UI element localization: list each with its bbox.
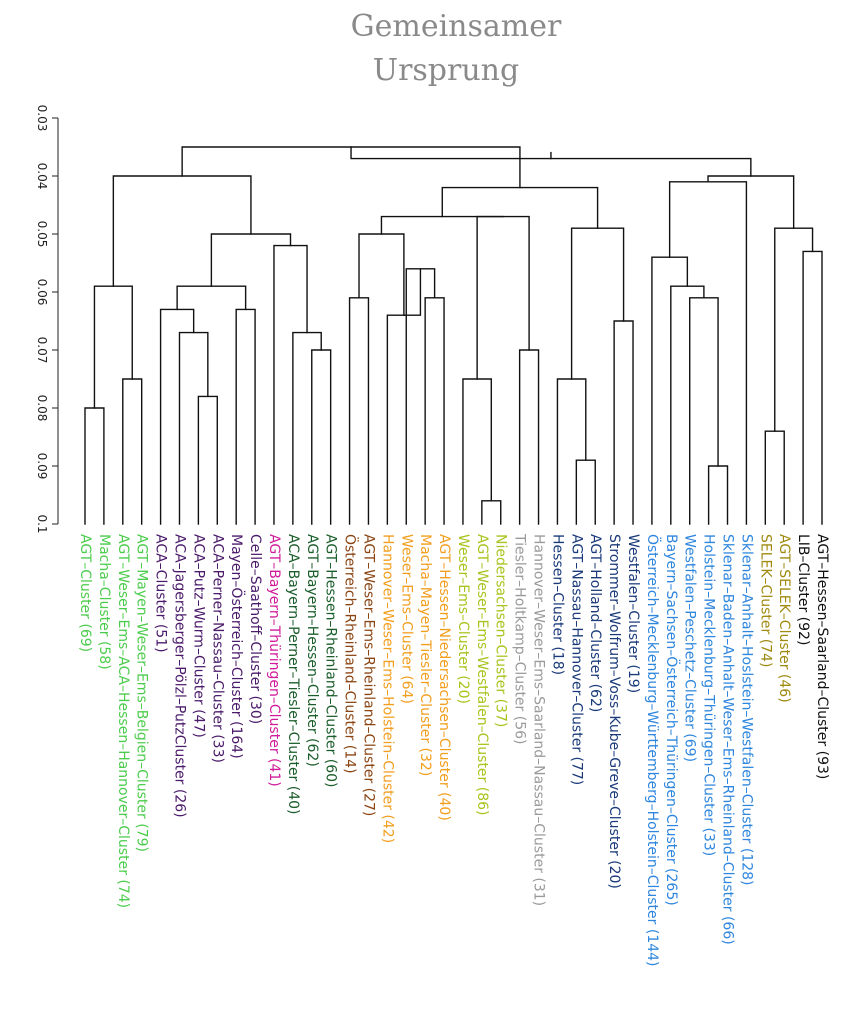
dendrogram-branch — [210, 233, 292, 287]
y-tick-label: 0.08 — [35, 395, 49, 422]
leaf-label: AGT–SELEK–Cluster (46) — [776, 534, 792, 703]
y-tick-label: 0.1 — [35, 514, 49, 533]
leaf-label: LIB–Cluster (92) — [795, 534, 811, 645]
dendrogram-branch — [159, 308, 195, 525]
dendrogram-branch — [462, 378, 492, 525]
dendrogram-branch — [176, 285, 247, 311]
leaf-label: Hannover–Weser–Ems–Holstein–Cluster (42) — [379, 534, 395, 843]
leaf-labels: AGT–Cluster (69) Macha–Cluster (58) AGT–We… — [77, 533, 830, 967]
dendrogram-branch — [670, 285, 705, 525]
leaf-label: Hannover–Weser–Ems–Saarland–Nassau–Clust… — [531, 534, 547, 906]
dendrogram-branch — [311, 349, 332, 525]
dendrogram-branch — [764, 430, 785, 525]
dendrogram-branch — [651, 256, 689, 525]
dendrogram-branch — [575, 459, 596, 525]
dendrogram-branch — [570, 227, 625, 380]
dendrogram-branch — [424, 297, 445, 525]
dendrogram-branch — [481, 500, 502, 525]
leaf-label: Strommer–Wolfrum–Voss–Kube–Greve–Cluster… — [606, 534, 622, 889]
leaf-label: Holstein–Mecklenburg–Thüringen–Cluster (… — [701, 534, 717, 856]
dendrogram-branch — [348, 297, 370, 525]
leaf-label: Westfalen–Peschetz–Cluster (69) — [682, 534, 698, 762]
leaf-label: Weser–Ems–Cluster (64) — [398, 534, 414, 704]
leaf-label: ACA–Jagersberger–Pölzl–PutzCluster (26) — [171, 534, 187, 818]
dendrogram-branch — [802, 250, 823, 525]
leaf-label: Macha–Cluster (58) — [96, 534, 112, 670]
dendrogram-branch — [273, 244, 308, 525]
leaf-label: Celle–Saathoff–Cluster (30) — [247, 534, 263, 724]
dendrogram-branch — [774, 227, 814, 432]
leaf-label: AGT–Hessen–Niedersachsen–Cluster (40) — [436, 534, 452, 821]
leaf-label: AGT–Weser–Ems–Rheinland–Cluster (27) — [360, 534, 376, 816]
leaf-label: ACA–Putz–Wurm–Cluster (47) — [190, 534, 206, 738]
dendrogram-branch — [689, 297, 719, 525]
leaf-label: AGT–Weser–Ems–Westfalen–Cluster (86) — [474, 534, 490, 816]
dendrogram-branch — [476, 215, 530, 380]
dendrogram-branches — [84, 146, 823, 525]
dendrogram-branch — [518, 349, 540, 525]
leaf-label: Hessen–Cluster (18) — [549, 534, 565, 675]
y-tick-label: 0.03 — [35, 105, 49, 132]
y-tick-label: 0.04 — [35, 163, 49, 190]
dendrogram-branch — [122, 378, 143, 525]
dendrogram-branch — [84, 407, 105, 525]
leaf-label: AGT–Weser–Ems–ACA–Hessen–Hannover–Cluste… — [115, 534, 131, 908]
leaf-label: Sklenar–Baden–Anhalt–Weser–Ems–Rheinland… — [720, 534, 736, 945]
dendrogram-branch — [707, 175, 795, 229]
dendrogram-branch — [707, 465, 729, 525]
leaf-label: AGT–Nassau–Hannover–Cluster (77) — [568, 534, 584, 785]
dendrogram-branch — [380, 215, 504, 235]
leaf-label: AGT–Mayen–Weser–Ems–Belgien–Cluster (79) — [134, 534, 150, 852]
dendrogram-branch — [613, 320, 634, 525]
leaf-label: Weser–Ems–Cluster (20) — [455, 534, 471, 704]
y-axis: 0.03 0.04 0.05 0.06 0.07 0.08 0.09 0.1 — [35, 105, 59, 534]
dendrogram-branch — [93, 285, 133, 409]
leaf-label: AGT–Hessen–Rheinland–Cluster (60) — [323, 534, 339, 788]
leaf-label: Macha–Mayen–Tiesler–Cluster (32) — [417, 534, 433, 776]
leaf-label: Westfalen–Cluster (19) — [625, 534, 641, 693]
leaf-label: Österreich–Rheinland–Cluster (14) — [342, 534, 360, 774]
leaf-label: SELEK–Cluster (74) — [757, 534, 773, 667]
leaf-label: ACA–Perner–Nassau–Cluster (33) — [209, 534, 225, 763]
dendrogram-branch — [197, 395, 218, 525]
dendrogram-branch — [441, 186, 599, 229]
chart-title-line-1: Gemeinsamer — [351, 9, 562, 44]
leaf-label: Österreich–Mecklenburg–Württemberg–Holst… — [644, 534, 662, 967]
leaf-label: Tiesler–Holtkamp–Cluster (56) — [512, 533, 528, 745]
dendrogram-branch — [292, 331, 322, 525]
leaf-label: Niedersachsen–Cluster (37) — [493, 534, 509, 727]
dendrogram-branch — [178, 331, 209, 525]
leaf-label: AGT–Bayern–Thüringen–Cluster (41) — [266, 534, 282, 787]
leaf-label: AGT–Holland–Cluster (62) — [587, 534, 603, 712]
dendrogram-branch — [358, 233, 405, 316]
y-tick-label: 0.07 — [35, 337, 49, 364]
leaf-label: ACA–Bayern–Perner–Tiesler–Cluster (40) — [285, 534, 301, 815]
leaf-label: ACA–Cluster (51) — [153, 534, 169, 653]
leaf-label: Sklenar–Anhalt–Hoslstein–Westfalen–Clust… — [738, 534, 754, 886]
leaf-label: Bayern–Sachsen–Österreich–Thüringen–Clus… — [663, 534, 681, 906]
leaf-label: AGT–Bayern–Hessen–Cluster (62) — [304, 534, 320, 767]
leaf-label: AGT–Cluster (69) — [77, 534, 93, 652]
dendrogram-branch — [556, 378, 587, 525]
dendrogram-branch — [350, 146, 752, 177]
y-tick-label: 0.09 — [35, 453, 49, 480]
leaf-label: AGT–Hessen–Saarland–Cluster (93) — [814, 534, 830, 779]
y-tick-label: 0.05 — [35, 221, 49, 248]
y-tick-label: 0.06 — [35, 279, 49, 306]
leaf-label: Mayen–Österreich–Cluster (164) — [228, 534, 246, 759]
dendrogram-branch — [235, 308, 256, 525]
dendrogram-branch — [112, 175, 252, 287]
chart-title-line-2: Ursprung — [373, 53, 519, 88]
